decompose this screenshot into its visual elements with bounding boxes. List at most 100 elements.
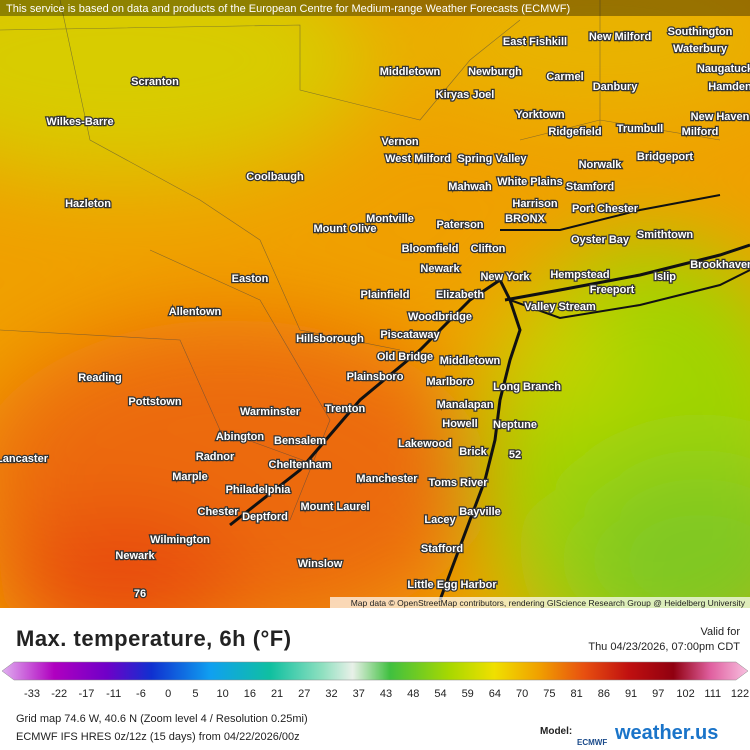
place-label: Reading xyxy=(78,372,121,384)
place-label: Elizabeth xyxy=(436,289,485,301)
legend-tick-label: 81 xyxy=(570,688,582,700)
place-label: Woodbridge xyxy=(408,311,472,323)
valid-label: Valid for xyxy=(700,626,740,638)
place-label: Manchester xyxy=(356,473,418,485)
place-label: Yorktown xyxy=(515,109,565,121)
place-label: Plainsboro xyxy=(347,371,404,383)
place-label: Stafford xyxy=(421,543,463,555)
place-label: New Haven xyxy=(691,111,750,123)
place-label: Norwalk xyxy=(579,159,623,171)
place-label: New Milford xyxy=(589,31,651,43)
model-label: Model: xyxy=(540,726,573,737)
place-label: Islip xyxy=(654,271,676,283)
place-label: Kiryas Joel xyxy=(436,89,495,101)
place-label: Allentown xyxy=(169,306,222,318)
place-label: Hillsborough xyxy=(296,333,364,345)
place-label: Little Egg Harbor xyxy=(407,579,497,591)
place-label: East Fishkill xyxy=(503,36,567,48)
place-label: Lakewood xyxy=(398,438,452,450)
place-label: Vernon xyxy=(381,136,419,148)
legend-tick-label: 64 xyxy=(489,688,501,700)
place-label: Lancaster xyxy=(0,453,49,465)
legend-tick-label: 111 xyxy=(704,688,721,700)
legend-tick-label: 70 xyxy=(516,688,528,700)
place-label: Marlboro xyxy=(426,376,473,388)
place-label: Plainfield xyxy=(361,289,410,301)
place-label: Scranton xyxy=(131,76,179,88)
legend-tick-label: 54 xyxy=(434,688,446,700)
place-label: Mount Laurel xyxy=(300,501,369,513)
place-label: Coolbaugh xyxy=(246,171,304,183)
place-label: Smithtown xyxy=(637,229,693,241)
place-label: Bensalem xyxy=(274,435,326,447)
legend-tick-label: 122 xyxy=(731,688,749,700)
place-label: Marple xyxy=(172,471,207,483)
place-label: Middletown xyxy=(380,66,441,78)
title: Max. temperature, 6h (°F) xyxy=(16,626,292,651)
legend-tick-label: 102 xyxy=(676,688,694,700)
place-label: Valley Stream xyxy=(524,301,596,313)
legend-tick-label: -33 xyxy=(24,688,40,700)
place-label: Lacey xyxy=(424,514,456,526)
place-label: Abington xyxy=(216,431,265,443)
valid-time: Thu 04/23/2026, 07:00pm CDT xyxy=(588,641,740,653)
place-label: Montville xyxy=(366,213,414,225)
place-label: Milford xyxy=(682,126,719,138)
place-label: Danbury xyxy=(593,81,639,93)
place-label: Harrison xyxy=(512,198,558,210)
legend-tick-label: 48 xyxy=(407,688,419,700)
place-label: BRONX xyxy=(505,213,545,225)
place-label: Hempstead xyxy=(550,269,609,281)
place-label: West Milford xyxy=(385,153,451,165)
place-label: Wilkes-Barre xyxy=(46,116,113,128)
place-label: Paterson xyxy=(436,219,483,231)
map: This service is based on data and produc… xyxy=(0,0,750,608)
min-label: 52 xyxy=(509,449,521,461)
model-info: ECMWF IFS HRES 0z/12z (15 days) from 04/… xyxy=(16,731,300,743)
place-label: Chester xyxy=(198,506,240,518)
place-label: Middletown xyxy=(440,355,501,367)
place-label: Bayville xyxy=(459,506,501,518)
legend-tick-label: 21 xyxy=(271,688,283,700)
place-label: Spring Valley xyxy=(457,153,527,165)
grid-info: Grid map 74.6 W, 40.6 N (Zoom level 4 / … xyxy=(16,713,308,725)
legend-tick-label: 59 xyxy=(462,688,474,700)
legend: -33 -22 -17 -11 -6 0 5 10 16 21 27 32 37 43 48 54 59 64 70… xyxy=(1,661,749,700)
legend-tick-label: 27 xyxy=(298,688,310,700)
place-label: Carmel xyxy=(546,71,583,83)
place-label: Piscataway xyxy=(380,329,440,341)
place-label: Trenton xyxy=(325,403,366,415)
legend-tick-label: 37 xyxy=(353,688,365,700)
place-label: Pottstown xyxy=(128,396,181,408)
legend-tick-label: -11 xyxy=(106,688,121,700)
place-label: Trumbull xyxy=(617,123,663,135)
legend-tick-label: 32 xyxy=(325,688,337,700)
legend-tick-label: 43 xyxy=(380,688,392,700)
place-label: Naugatuck xyxy=(697,63,750,75)
place-label: Oyster Bay xyxy=(571,234,630,246)
place-label: Howell xyxy=(442,418,477,430)
legend-tick-label: 86 xyxy=(598,688,610,700)
legend-tick-label: 97 xyxy=(652,688,664,700)
place-label: White Plains xyxy=(497,176,562,188)
place-label: Long Branch xyxy=(493,381,561,393)
legend-tick-label: 91 xyxy=(625,688,637,700)
place-label: Waterbury xyxy=(673,43,728,55)
place-label: Hazleton xyxy=(65,198,111,210)
place-label: Old Bridge xyxy=(377,351,433,363)
place-label: Newburgh xyxy=(468,66,522,78)
brand: weather.us xyxy=(615,722,719,744)
place-label: Mahwah xyxy=(448,181,492,193)
place-label: Philadelphia xyxy=(226,484,292,496)
place-label: Ridgefield xyxy=(548,126,601,138)
legend-tick-label: 10 xyxy=(216,688,228,700)
place-label: Radnor xyxy=(196,451,235,463)
map-credit: Map data © OpenStreetMap contributors, r… xyxy=(351,598,746,608)
place-label: Cheltenham xyxy=(269,459,332,471)
place-label: Port Chester xyxy=(572,203,639,215)
legend-tick-label: 0 xyxy=(165,688,171,700)
place-label: Newark xyxy=(115,550,155,562)
place-label: New York xyxy=(480,271,530,283)
legend-tick-label: 75 xyxy=(543,688,555,700)
